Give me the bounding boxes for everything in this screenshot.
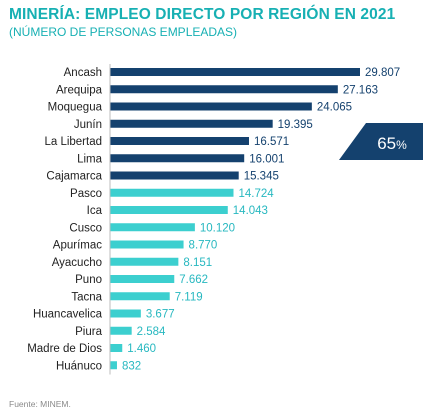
bar	[110, 154, 245, 163]
value-label: 1.460	[127, 343, 156, 355]
category-label: Junín	[74, 119, 102, 131]
bar	[110, 102, 312, 111]
category-label: Cajamarca	[46, 171, 102, 183]
value-label: 10.120	[200, 222, 235, 234]
value-label: 7.662	[179, 274, 208, 286]
bar	[110, 188, 234, 197]
category-label: Puno	[75, 274, 102, 286]
bar-chart: Ancash 29.807 Arequipa 27.163 Moquegua 24.065…	[27, 64, 423, 375]
value-label: 19.395	[278, 119, 313, 131]
category-label: Apurímac	[53, 240, 102, 252]
value-label: 14.724	[238, 188, 274, 200]
value-label: 15.345	[244, 171, 279, 183]
category-label: Madre de Dios	[27, 343, 102, 355]
chart-title: MINERÍA: EMPLEO DIRECTO POR REGIÓN EN 20…	[9, 6, 396, 23]
value-label: 8.770	[189, 240, 218, 252]
value-label: 29.807	[365, 67, 400, 79]
category-label: Huancavelica	[33, 309, 103, 321]
value-label: 8.151	[183, 257, 212, 269]
category-label: Ancash	[64, 67, 102, 79]
percentage-badge	[339, 123, 423, 160]
source-note: Fuente: MINEM.	[9, 399, 71, 409]
category-label: Ica	[87, 205, 103, 217]
bar	[110, 292, 170, 301]
category-label: La Libertad	[44, 136, 102, 148]
value-label: 832	[122, 360, 141, 372]
bar	[110, 223, 195, 232]
bar	[110, 275, 175, 283]
chart-subtitle: (NÚMERO DE PERSONAS EMPLEADAS)	[9, 25, 238, 39]
value-label: 3.677	[146, 309, 175, 321]
category-label: Lima	[77, 153, 103, 165]
bar	[110, 309, 141, 318]
category-label: Piura	[75, 326, 102, 338]
value-label: 7.119	[175, 291, 203, 303]
bar	[110, 85, 338, 94]
value-label: 24.065	[317, 102, 352, 114]
category-label: Tacna	[71, 291, 102, 303]
category-label: Cusco	[69, 222, 102, 234]
category-label: Pasco	[70, 188, 102, 200]
value-label: 27.163	[343, 84, 378, 96]
value-label: 16.001	[249, 153, 284, 165]
percentage-badge-label: 65%	[377, 134, 407, 153]
value-label: 16.571	[254, 136, 289, 148]
bar	[110, 361, 117, 370]
bar	[110, 326, 132, 335]
bar	[110, 171, 239, 180]
bar	[110, 206, 228, 214]
category-label: Arequipa	[56, 84, 103, 96]
category-label: Ayacucho	[52, 257, 102, 269]
category-label: Huánuco	[56, 360, 102, 372]
bar	[110, 119, 273, 128]
category-label: Moquegua	[48, 102, 103, 114]
bar	[110, 257, 179, 266]
bar	[110, 240, 184, 249]
bar	[110, 68, 360, 76]
value-label: 2.584	[137, 326, 166, 338]
bar	[110, 137, 249, 145]
value-label: 14.043	[233, 205, 268, 217]
bar	[110, 344, 123, 352]
